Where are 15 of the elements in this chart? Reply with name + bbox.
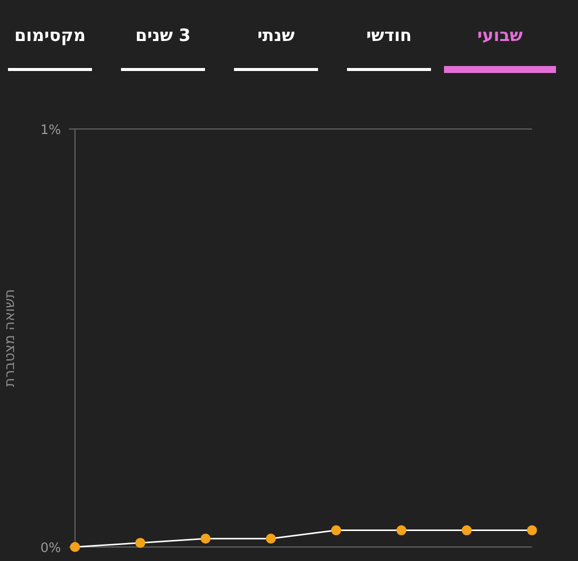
text: 3 שנים xyxy=(135,26,191,46)
y-tick-label: 0% xyxy=(40,541,61,556)
point xyxy=(200,534,211,544)
text: שבועי xyxy=(477,26,523,46)
text: מקסימום xyxy=(14,26,86,46)
text: שנתי xyxy=(257,26,295,46)
point xyxy=(527,525,537,536)
y-tick-label: 1% xyxy=(40,123,61,138)
y-axis-title: תשואה מצטברת xyxy=(2,289,18,387)
point xyxy=(396,525,406,536)
point xyxy=(135,538,146,548)
point xyxy=(266,534,276,544)
text: חודשי xyxy=(366,26,412,46)
point xyxy=(331,525,342,536)
point xyxy=(462,525,472,536)
